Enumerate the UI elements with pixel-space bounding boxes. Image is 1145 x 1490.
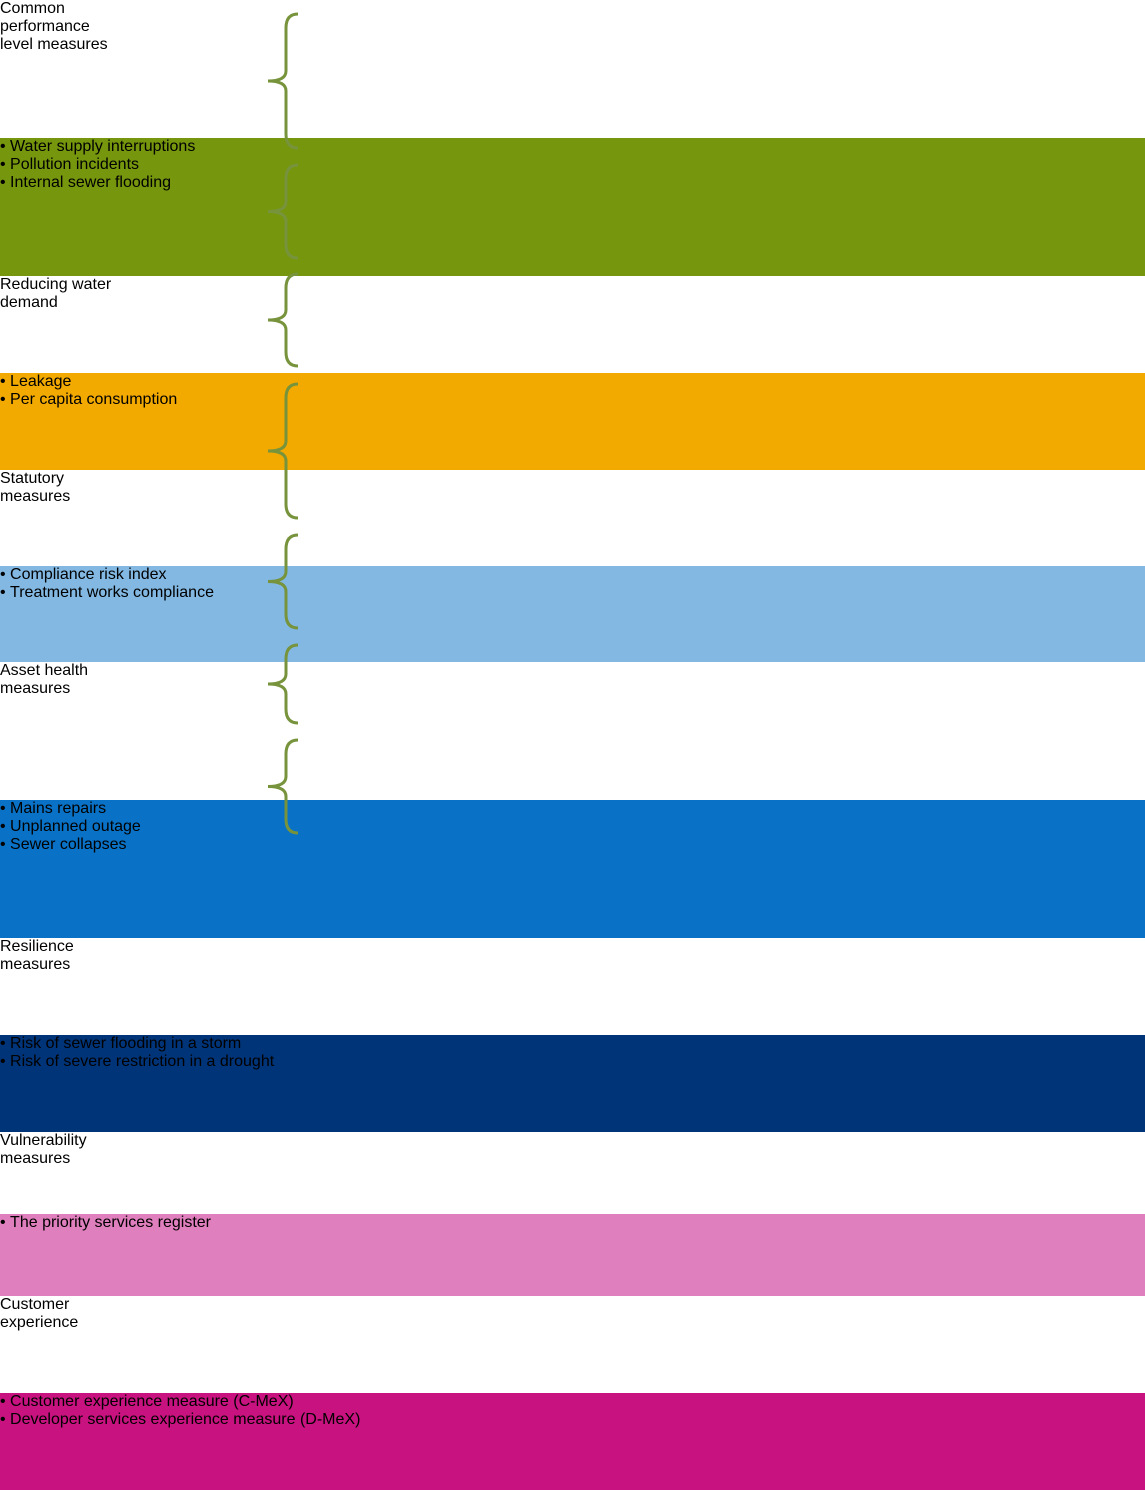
brace	[267, 738, 299, 835]
brace	[267, 643, 299, 725]
group-label: Resilience measures	[0, 938, 1145, 1035]
brace	[267, 12, 299, 150]
item: Treatment works compliance	[0, 584, 1145, 602]
group-label: Vulnerability measures	[0, 1132, 1145, 1214]
measure-box: The priority services register	[0, 1214, 1145, 1296]
group-label: Reducing water demand	[0, 276, 1145, 373]
measure-box: Customer experience measure (C-MeX)Devel…	[0, 1393, 1145, 1490]
label-line: demand	[0, 294, 58, 311]
item: Customer experience measure (C-MeX)	[0, 1393, 1145, 1411]
item: Risk of severe restriction in a drought	[0, 1053, 1145, 1071]
group-label: Common performance level measures	[0, 0, 1145, 138]
braces	[267, 12, 299, 835]
diagram: (() => { const data = JSON.parse(documen…	[0, 0, 1145, 835]
brace	[267, 382, 299, 520]
item: Compliance risk index	[0, 566, 1145, 584]
label-line: measures	[0, 1150, 71, 1167]
measure-box: Risk of sewer flooding in a stormRisk of…	[0, 1035, 1145, 1132]
measure-box: LeakagePer capita consumption	[0, 373, 1145, 470]
brace	[267, 163, 299, 260]
label-line: Customer	[0, 1296, 70, 1313]
label-line: measures	[0, 956, 71, 973]
label-line: Asset health	[0, 662, 89, 679]
item: Sewer collapses	[0, 836, 1145, 854]
item: Mains repairs	[0, 800, 1145, 818]
item: The priority services register	[0, 1214, 1145, 1232]
item: Developer services experience measure (D…	[0, 1411, 1145, 1429]
item: Water supply interruptions	[0, 138, 1145, 156]
label-line: experience	[0, 1314, 79, 1331]
item: Internal sewer flooding	[0, 174, 1145, 192]
label-line: Common	[0, 0, 65, 17]
measure-box: Water supply interruptionsPollution inci…	[0, 138, 1145, 276]
item: Risk of sewer flooding in a storm	[0, 1035, 1145, 1053]
label-line: performance	[0, 18, 90, 35]
item: Leakage	[0, 373, 1145, 391]
item: Pollution incidents	[0, 156, 1145, 174]
brace	[267, 272, 299, 368]
group-label: Customer experience	[0, 1296, 1145, 1393]
label-line: level measures	[0, 36, 108, 53]
label-line: measures	[0, 680, 71, 697]
label-line: Resilience	[0, 938, 74, 955]
item: Unplanned outage	[0, 818, 1145, 836]
brace	[267, 533, 299, 630]
measure-box: Compliance risk indexTreatment works com…	[0, 566, 1145, 662]
label-line: Reducing water	[0, 276, 112, 293]
label-line: Vulnerability	[0, 1132, 87, 1149]
group-label: Statutory measures	[0, 470, 1145, 566]
label-line: Statutory	[0, 470, 65, 487]
item: Per capita consumption	[0, 391, 1145, 409]
label-line: measures	[0, 488, 71, 505]
group-label: Asset health measures	[0, 662, 1145, 800]
